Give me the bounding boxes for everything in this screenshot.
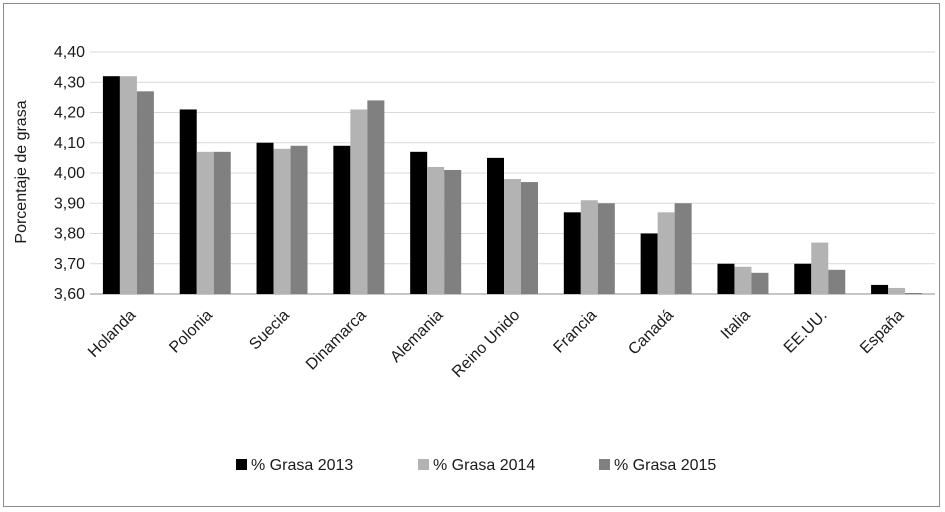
bar-espa-a-1 xyxy=(871,284,889,294)
bar-italia-3 xyxy=(751,272,769,294)
x-category-label: Canadá xyxy=(625,307,677,359)
bar-italia-1 xyxy=(717,263,735,294)
bar-suecia-3 xyxy=(290,145,308,294)
bar-polonia-1 xyxy=(179,109,197,294)
y-tick-label: 4,10 xyxy=(54,135,85,152)
x-category-label: Alemania xyxy=(387,307,446,366)
bar-dinamarca-3 xyxy=(367,100,385,295)
y-tick-label: 4,30 xyxy=(54,74,85,91)
bar-holanda-1 xyxy=(102,76,120,294)
bar-polonia-2 xyxy=(196,151,214,294)
bar-italia-2 xyxy=(734,266,752,294)
chart-frame xyxy=(3,3,940,507)
y-axis-title: Porcentaje de grasa xyxy=(13,100,30,243)
bar-ee-uu--2 xyxy=(811,242,829,294)
bar-holanda-2 xyxy=(119,76,137,294)
x-category-label: Reino Unido xyxy=(449,307,523,381)
bar-dinamarca-1 xyxy=(333,145,351,294)
bar-reino-unido-3 xyxy=(521,182,538,294)
bar-dinamarca-2 xyxy=(350,109,368,294)
y-tick-label: 4,20 xyxy=(54,105,85,122)
x-category-label: Holanda xyxy=(85,307,139,361)
bar-espa-a-2 xyxy=(888,287,906,294)
y-tick-label: 4,00 xyxy=(54,165,85,182)
legend-swatch xyxy=(418,459,429,470)
bar-espa-a-3 xyxy=(905,293,923,294)
bar-suecia-1 xyxy=(256,142,274,294)
bar-reino-unido-2 xyxy=(504,179,521,294)
bar-francia-3 xyxy=(597,203,615,294)
bar-alemania-2 xyxy=(427,166,445,294)
y-tick-label: 4,40 xyxy=(54,44,85,61)
bar-alemania-3 xyxy=(444,169,462,294)
legend-label: % Grasa 2014 xyxy=(433,457,535,474)
x-category-label: Francia xyxy=(550,307,600,357)
bars xyxy=(102,76,923,295)
legend-swatch xyxy=(236,459,247,470)
bar-suecia-2 xyxy=(273,148,291,294)
legend-label: % Grasa 2015 xyxy=(614,457,716,474)
bar-canad--2 xyxy=(657,212,675,294)
y-tick-label: 3,90 xyxy=(54,195,85,212)
legend: % Grasa 2013 % Grasa 2014 % Grasa 2015 xyxy=(236,457,716,474)
x-category-label: Suecia xyxy=(246,307,293,354)
x-category-label: España xyxy=(857,307,907,357)
bar-canad--3 xyxy=(674,203,692,294)
y-axis-ticks: 3,60 3,70 3,80 3,90 4,00 4,10 4,20 4,30 4,40 xyxy=(54,44,85,303)
bar-polonia-3 xyxy=(213,151,231,294)
bar-francia-2 xyxy=(580,200,598,294)
x-category-label: Italia xyxy=(718,307,754,343)
y-tick-label: 3,80 xyxy=(54,226,85,243)
gridlines xyxy=(90,51,935,295)
bar-holanda-3 xyxy=(136,91,154,294)
bar-francia-1 xyxy=(563,212,581,294)
y-tick-label: 3,70 xyxy=(54,256,85,273)
bar-ee-uu--3 xyxy=(828,269,846,294)
legend-label: % Grasa 2013 xyxy=(251,457,353,474)
x-category-label: Dinamarca xyxy=(303,307,370,374)
legend-swatch xyxy=(599,459,610,470)
bar-alemania-1 xyxy=(410,151,428,294)
x-category-label: Polonia xyxy=(166,307,216,357)
bar-ee-uu--1 xyxy=(794,263,812,294)
bar-canad--1 xyxy=(640,233,658,294)
x-axis-categories: Holanda Polonia Suecia Dinamarca Alemania Rei… xyxy=(85,307,907,381)
x-category-label: EE.UU. xyxy=(781,307,831,357)
bar-reino-unido-1 xyxy=(487,157,504,294)
y-tick-label: 3,60 xyxy=(54,286,85,303)
